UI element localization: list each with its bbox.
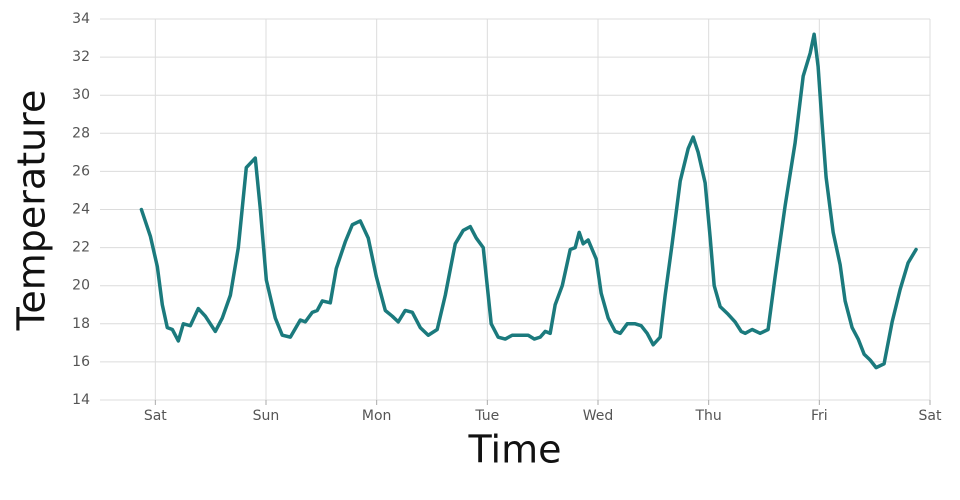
x-tick-label: Wed <box>583 408 614 424</box>
y-axis-title: Temperature <box>10 90 54 332</box>
y-tick-label: 34 <box>72 11 90 27</box>
x-tick-label: Fri <box>811 408 828 424</box>
x-tick-label: Sun <box>253 408 280 424</box>
y-tick-label: 14 <box>72 392 90 408</box>
y-tick-label: 16 <box>72 354 90 370</box>
y-tick-label: 32 <box>72 49 90 65</box>
x-tick-label: Sat <box>144 408 167 424</box>
x-tick-label: Sat <box>919 408 942 424</box>
y-tick-label: 24 <box>72 202 90 218</box>
y-tick-label: 18 <box>72 316 90 332</box>
y-tick-label: 22 <box>72 240 90 256</box>
y-tick-label: 30 <box>72 87 90 103</box>
x-tick-label: Tue <box>474 408 499 424</box>
x-tick-label: Thu <box>695 408 722 424</box>
y-tick-label: 20 <box>72 278 90 294</box>
x-axis-title: Time <box>468 428 562 472</box>
x-tick-label: Mon <box>362 408 392 424</box>
line <box>139 32 918 370</box>
y-tick-label: 28 <box>72 125 90 141</box>
y-tick-label: 26 <box>72 163 90 179</box>
